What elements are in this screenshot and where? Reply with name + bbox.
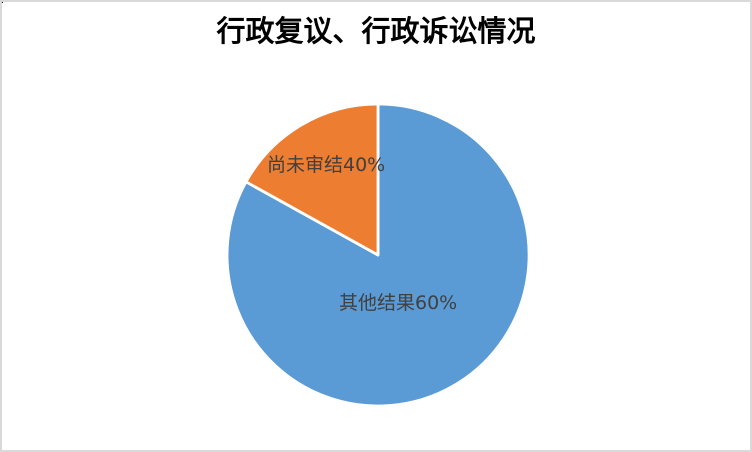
pie-slice-尚未审结	[244, 102, 380, 257]
data-label-not-yet-concluded: 尚未审结40%	[267, 154, 386, 176]
chart-title: 行政复议、行政诉讼情况	[216, 14, 536, 48]
data-label-other-results: 其他结果60%	[339, 292, 458, 314]
corner-artifact	[2, 2, 3, 3]
